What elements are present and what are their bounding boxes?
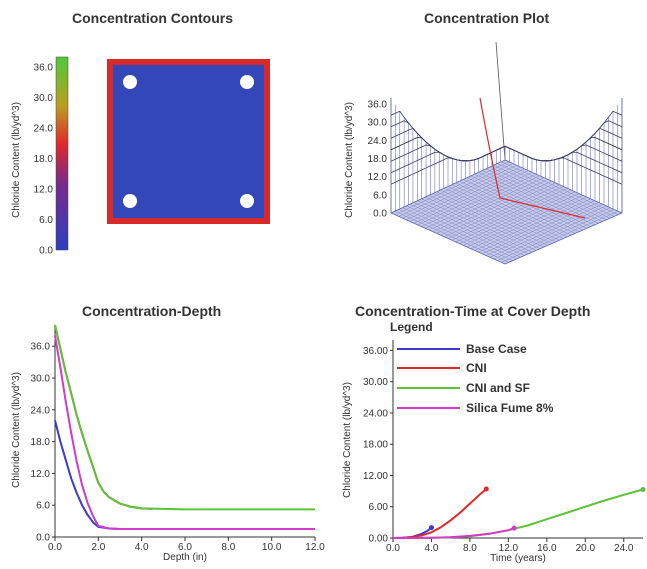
y-tick-label: 12.0 [31, 469, 51, 480]
plot-z-tick-label: 12.0 [368, 172, 388, 183]
y-tick-label: 6.00 [369, 502, 389, 513]
plot-floor-grid [493, 165, 611, 219]
series-end-point-silica_fume [511, 525, 517, 531]
x-tick-label: 24.0 [614, 543, 634, 554]
y-tick-label: 36.0 [31, 342, 51, 353]
y-tick-label: 24.0 [31, 405, 51, 416]
colorbar-tick-label: 0.0 [39, 246, 53, 257]
y-tick-label: 18.0 [31, 437, 51, 448]
x-tick-label: 20.0 [576, 543, 596, 554]
series-end-point-cni [483, 486, 489, 492]
plot-floor-grid [497, 163, 615, 217]
series-line-silica_fume [393, 527, 515, 539]
colorbar-tick-label: 36.0 [34, 63, 54, 74]
colorbar-tick-label: 30.0 [34, 93, 54, 104]
y-tick-label: 18.00 [363, 440, 388, 451]
y-tick-label: 24.00 [363, 408, 388, 419]
x-tick-label: 16.0 [537, 543, 557, 554]
y-axis-label: Chloride Content (lb/yd^3) [342, 382, 353, 498]
x-tick-label: 0.0 [48, 542, 62, 553]
contours-panel: 36.0 30.0 24.0 18.0 12.0 6.0 0.0 Chloride Conte… [11, 56, 270, 257]
plot-contour-line [504, 110, 623, 162]
legend-label-cni: CNI [466, 361, 487, 375]
x-tick-label: 12.0 [305, 542, 325, 553]
x-tick-label: 8.0 [463, 543, 477, 554]
y-tick-label: 0.00 [369, 534, 389, 545]
x-tick-label: 0.0 [386, 543, 400, 554]
y-tick-label: 12.00 [363, 471, 388, 482]
rebar-hole [240, 75, 254, 89]
legend-title: Legend [390, 320, 433, 334]
x-tick-label: 2.0 [91, 542, 105, 553]
plot-z-axis-label: Chloride Content (lb/yd^3) [344, 102, 355, 218]
plot-floor-grid [493, 207, 611, 260]
plot-floor-grid [497, 209, 615, 261]
legend-label-silica_fume: Silica Fume 8% [466, 401, 554, 415]
plot-highlight-line [479, 97, 586, 219]
x-axis-label: Depth (in) [163, 552, 207, 563]
colorbar-tick-label: 6.0 [39, 215, 53, 226]
y-axis-label: Chloride Content (lb/yd^3) [11, 372, 22, 488]
colorbar-tick-label: 18.0 [34, 154, 54, 165]
colorbar-tick-label: 12.0 [34, 185, 54, 196]
x-axis-label: Time (years) [490, 553, 546, 564]
y-tick-label: 6.0 [36, 501, 50, 512]
series-line-silica_fume [54, 335, 315, 530]
plot-z-tick-label: 18.0 [368, 154, 388, 165]
time-title: Concentration-Time at Cover Depth [355, 303, 591, 319]
slab-section [113, 65, 264, 218]
concentration-plot-panel: 36.0 30.0 24.0 18.0 12.0 6.0 0.0 Chloride Conte… [344, 41, 623, 265]
plot-floor-grid [501, 161, 619, 215]
x-tick-label: 12.0 [499, 543, 519, 554]
y-tick-label: 30.0 [31, 374, 51, 385]
depth-chart-panel: 0.0 2.0 4.0 6.0 8.0 10.0 12.0 0.0 6.0 12.0 18.0 24.… [11, 324, 325, 563]
plot-floor-grid [489, 166, 607, 221]
plot-back-edge [495, 41, 506, 161]
y-tick-label: 0.0 [36, 533, 50, 544]
series-line-cni [54, 324, 153, 510]
plot-contour-line [504, 127, 623, 162]
contours-title: Concentration Contours [72, 10, 233, 26]
rebar-hole [123, 75, 137, 89]
x-tick-label: 4.0 [135, 542, 149, 553]
time-chart-panel: 0.0 4.0 8.0 12.0 16.0 20.0 24.0 0.00 6.00 12.00 18… [342, 320, 646, 564]
x-tick-label: 6.0 [178, 542, 192, 553]
plot-floor-grid [489, 205, 607, 258]
legend-label-base_case: Base Case [466, 342, 527, 356]
legend-label-cni_sf: CNI and SF [466, 381, 530, 395]
y-tick-label: 30.00 [363, 377, 388, 388]
plot-floor-grid [501, 211, 619, 263]
plot-z-tick-label: 36.0 [368, 100, 388, 111]
plot-z-tick-label: 0.0 [373, 209, 387, 220]
series-line-cni_sf [54, 324, 315, 511]
series-end-point-cni_sf [640, 487, 646, 493]
colorbar [55, 56, 69, 251]
plot-z-tick-label: 6.0 [373, 190, 387, 201]
plot-contour-line [504, 120, 623, 162]
plot-z-tick-label: 24.0 [368, 136, 388, 147]
x-tick-label: 4.0 [425, 543, 439, 554]
rebar-hole [123, 194, 137, 208]
series-line-cni [392, 488, 487, 539]
series-end-point-base_case [428, 525, 434, 531]
plot-title: Concentration Plot [424, 10, 550, 26]
rebar-hole [240, 194, 254, 208]
plot-z-tick-label: 30.0 [368, 118, 388, 129]
contours-y-label: Chloride Content (lb/yd^3) [11, 102, 22, 218]
plot-contour-line [390, 110, 506, 162]
plot-floor-grid [485, 203, 603, 256]
colorbar-tick-label: 24.0 [34, 124, 54, 135]
series-line-base_case [54, 420, 315, 530]
plot-contour-line [390, 127, 506, 162]
depth-title: Concentration-Depth [82, 303, 222, 319]
x-tick-label: 10.0 [262, 542, 282, 553]
y-tick-label: 36.00 [363, 346, 388, 357]
x-tick-label: 8.0 [221, 542, 235, 553]
series-line-cni_sf [393, 488, 644, 539]
